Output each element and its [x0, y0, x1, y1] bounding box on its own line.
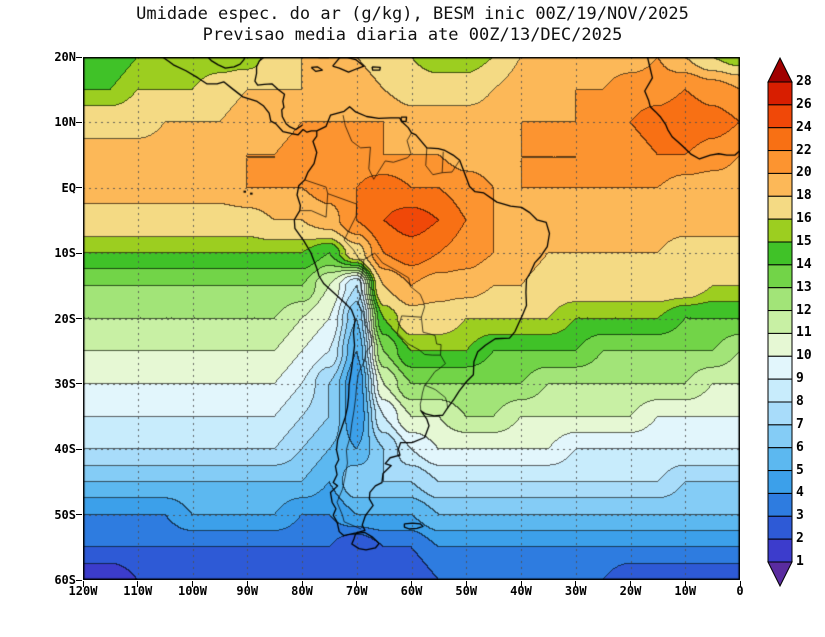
y-axis-tick — [76, 383, 82, 385]
colorbar-tick-label: 20 — [796, 165, 812, 181]
x-axis-label: 80W — [291, 584, 313, 598]
colorbar-segment — [767, 310, 793, 334]
x-axis-tick — [739, 581, 741, 587]
colorbar-segment — [767, 470, 793, 494]
colorbar-tick-label: 22 — [796, 142, 812, 158]
x-axis-label: 120W — [68, 584, 98, 598]
colorbar-arrow-top — [767, 56, 793, 83]
colorbar-tick-label: 24 — [796, 119, 812, 135]
y-axis-label: 60S — [54, 573, 76, 587]
x-axis-tick — [301, 581, 303, 587]
y-axis-label: 30S — [54, 376, 76, 391]
colorbar-tick-label: 3 — [796, 508, 804, 524]
y-axis-label: EQ — [61, 180, 76, 195]
y-axis-label: 50S — [54, 507, 76, 522]
colorbar-tick-label: 11 — [796, 325, 812, 341]
colorbar-tick-label: 16 — [796, 211, 812, 227]
colorbar-segment — [767, 401, 793, 426]
colorbar-segment — [767, 104, 793, 129]
chart-title: Umidade espec. do ar (g/kg), BESM inic 0… — [136, 4, 689, 24]
colorbar-segment — [767, 538, 793, 563]
colorbar-tick-label: 1 — [796, 554, 804, 569]
x-axis-label: 20W — [619, 584, 642, 598]
colorbar-arrow-bottom — [767, 561, 793, 588]
y-axis-tick — [76, 121, 82, 123]
x-axis-label: 10W — [674, 584, 697, 598]
colorbar-tick-label: 14 — [796, 256, 812, 272]
x-axis-tick — [192, 581, 193, 587]
x-axis-tick — [684, 581, 686, 587]
x-axis-tick — [246, 581, 248, 587]
x-axis-tick — [465, 581, 467, 587]
x-axis-label: 100W — [178, 584, 207, 598]
colorbar-segment — [767, 195, 793, 220]
colorbar — [767, 56, 793, 588]
x-axis-tick — [520, 581, 522, 587]
colorbar-tick-label: 7 — [796, 416, 804, 432]
colorbar-segment — [767, 492, 793, 517]
colorbar-segment — [767, 287, 793, 312]
y-axis-tick — [76, 448, 82, 450]
colorbar-tick-label: 15 — [796, 234, 812, 249]
y-axis-label: 20S — [54, 311, 76, 326]
x-axis-label: 40W — [510, 584, 532, 598]
colorbar-tick-label: 28 — [796, 74, 812, 89]
y-axis-label: 40S — [54, 442, 76, 457]
y-axis-tick — [76, 514, 82, 516]
y-axis-tick — [76, 252, 82, 254]
x-axis-label: 90W — [236, 584, 259, 598]
colorbar-tick-label: 10 — [796, 348, 812, 364]
x-axis-tick — [630, 581, 631, 587]
colorbar-segment — [767, 241, 793, 266]
colorbar-tick-label: 26 — [796, 96, 812, 112]
colorbar-segment — [767, 332, 793, 357]
colorbar-tick-label: 2 — [796, 531, 804, 547]
x-axis-label: 70W — [345, 584, 368, 598]
y-axis-tick — [76, 579, 82, 581]
colorbar-segment — [767, 81, 793, 106]
colorbar-segment — [767, 264, 793, 289]
colorbar-segment — [767, 447, 793, 472]
colorbar-tick-label: 5 — [796, 462, 804, 478]
y-axis-label: 10S — [54, 246, 76, 261]
colorbar-tick-label: 8 — [796, 394, 804, 409]
colorbar-segment — [767, 172, 793, 197]
chart-subtitle: Previsao media diaria ate 00Z/13/DEC/202… — [202, 25, 623, 45]
colorbar-tick-label: 12 — [796, 302, 812, 318]
colorbar-tick-label: 13 — [796, 279, 812, 295]
y-axis-tick — [76, 56, 82, 58]
colorbar-tick-label: 18 — [796, 188, 812, 204]
x-axis-label: 30W — [564, 584, 587, 598]
y-axis-tick — [76, 187, 82, 189]
x-axis-tick — [82, 581, 84, 587]
y-axis-label: 10N — [54, 115, 76, 130]
colorbar-segment — [767, 150, 793, 174]
colorbar-segment — [767, 424, 793, 449]
colorbar-segment — [767, 218, 793, 243]
colorbar-tick-label: 4 — [796, 485, 804, 501]
x-axis-tick — [356, 581, 358, 587]
colorbar-segment — [767, 515, 793, 540]
x-axis-label: 60W — [400, 584, 423, 598]
humidity-field-map-canvas — [83, 57, 740, 580]
y-axis-label: 20N — [54, 50, 76, 64]
x-axis-label: 0 — [736, 584, 744, 598]
x-axis-tick — [575, 581, 577, 587]
colorbar-segment — [767, 378, 793, 403]
colorbar-tick-label: 6 — [796, 439, 804, 455]
x-axis-label: 110W — [123, 584, 153, 598]
x-axis-tick — [137, 581, 139, 587]
colorbar-segment — [767, 355, 793, 380]
colorbar-tick-label: 9 — [796, 371, 804, 387]
y-axis-tick — [76, 318, 82, 319]
x-axis-tick — [411, 581, 412, 587]
x-axis-label: 50W — [455, 584, 478, 598]
colorbar-segment — [767, 127, 793, 152]
